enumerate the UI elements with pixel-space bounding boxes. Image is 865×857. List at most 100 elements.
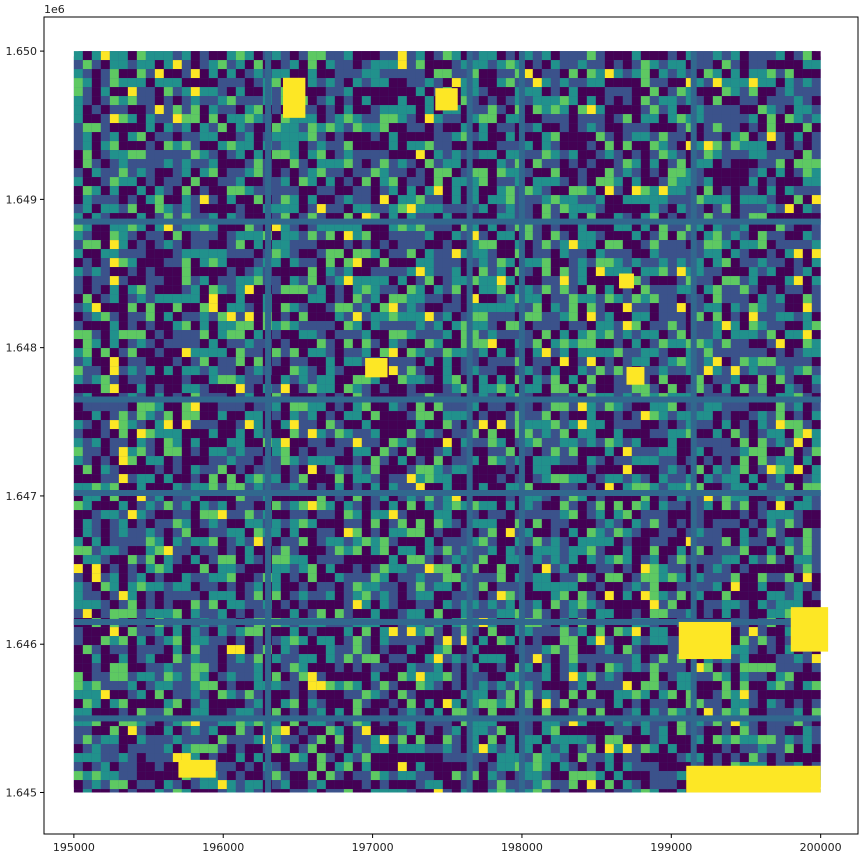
point-cell xyxy=(613,123,623,133)
point-cell xyxy=(163,276,173,286)
point-cell xyxy=(811,330,821,340)
point-cell xyxy=(271,276,281,286)
point-cell xyxy=(379,447,389,457)
point-cell xyxy=(154,168,164,178)
point-cell xyxy=(145,168,155,178)
point-cell xyxy=(739,132,749,142)
point-cell xyxy=(775,258,785,268)
point-cell xyxy=(325,51,335,61)
point-cell xyxy=(721,357,731,367)
point-cell xyxy=(406,150,416,160)
point-cell xyxy=(352,348,362,358)
point-cell xyxy=(559,330,569,340)
point-cell xyxy=(73,132,83,142)
point-cell xyxy=(253,357,263,367)
point-cell xyxy=(649,168,659,178)
point-cell xyxy=(460,69,470,79)
point-cell xyxy=(154,357,164,367)
point-cell xyxy=(505,222,515,232)
point-cell xyxy=(703,456,713,466)
point-cell xyxy=(163,501,173,511)
point-cell xyxy=(766,312,776,322)
point-cell xyxy=(244,60,254,70)
point-cell xyxy=(604,312,614,322)
point-cell xyxy=(235,348,245,358)
point-cell xyxy=(424,168,434,178)
point-cell xyxy=(640,555,650,565)
point-cell xyxy=(118,483,128,493)
point-cell xyxy=(244,339,254,349)
point-cell xyxy=(100,123,110,133)
point-cell xyxy=(397,447,407,457)
point-cell xyxy=(505,492,515,502)
point-cell xyxy=(397,375,407,385)
point-cell xyxy=(640,114,650,124)
point-cell xyxy=(127,456,137,466)
point-cell xyxy=(235,375,245,385)
point-cell xyxy=(190,483,200,493)
point-cell xyxy=(316,258,326,268)
point-cell xyxy=(658,465,668,475)
point-cell xyxy=(748,51,758,61)
point-cell xyxy=(451,438,461,448)
point-cell xyxy=(271,267,281,277)
point-cell xyxy=(343,267,353,277)
point-cell xyxy=(739,123,749,133)
point-cell xyxy=(802,249,812,259)
point-cell xyxy=(397,438,407,448)
point-cell xyxy=(757,537,767,547)
point-cell xyxy=(622,339,632,349)
point-cell xyxy=(217,123,227,133)
point-cell xyxy=(595,294,605,304)
point-cell xyxy=(199,231,209,241)
point-cell xyxy=(559,537,569,547)
point-cell xyxy=(343,474,353,484)
point-cell xyxy=(217,303,227,313)
point-cell xyxy=(469,150,479,160)
point-cell xyxy=(190,465,200,475)
point-cell xyxy=(802,69,812,79)
point-cell xyxy=(118,186,128,196)
point-cell xyxy=(469,420,479,430)
point-cell xyxy=(604,60,614,70)
point-cell xyxy=(109,132,119,142)
point-cell xyxy=(181,456,191,466)
point-cell xyxy=(775,411,785,421)
point-cell xyxy=(523,132,533,142)
point-cell xyxy=(118,348,128,358)
point-cell xyxy=(793,582,803,592)
point-cell xyxy=(127,150,137,160)
point-cell xyxy=(658,141,668,151)
point-cell xyxy=(658,60,668,70)
point-cell xyxy=(163,411,173,421)
point-cell xyxy=(757,474,767,484)
point-cell xyxy=(793,483,803,493)
point-cell xyxy=(604,294,614,304)
point-cell xyxy=(91,519,101,529)
point-cell xyxy=(190,429,200,439)
point-cell xyxy=(334,69,344,79)
point-cell xyxy=(433,420,443,430)
point-cell xyxy=(406,195,416,205)
point-cell xyxy=(136,537,146,547)
point-cell xyxy=(577,231,587,241)
point-cell xyxy=(640,267,650,277)
point-cell xyxy=(172,294,182,304)
point-cell xyxy=(568,267,578,277)
point-cell xyxy=(163,150,173,160)
point-cell xyxy=(802,474,812,484)
point-cell xyxy=(631,141,641,151)
point-cell xyxy=(712,312,722,322)
point-cell xyxy=(469,168,479,178)
point-cell xyxy=(649,447,659,457)
point-cell xyxy=(280,249,290,259)
point-cell xyxy=(118,168,128,178)
point-cell xyxy=(712,114,722,124)
point-cell xyxy=(595,285,605,295)
point-cell xyxy=(766,375,776,385)
point-cell xyxy=(559,204,569,214)
point-cell xyxy=(559,465,569,475)
point-cell xyxy=(676,357,686,367)
point-cell xyxy=(91,384,101,394)
point-cell xyxy=(82,501,92,511)
